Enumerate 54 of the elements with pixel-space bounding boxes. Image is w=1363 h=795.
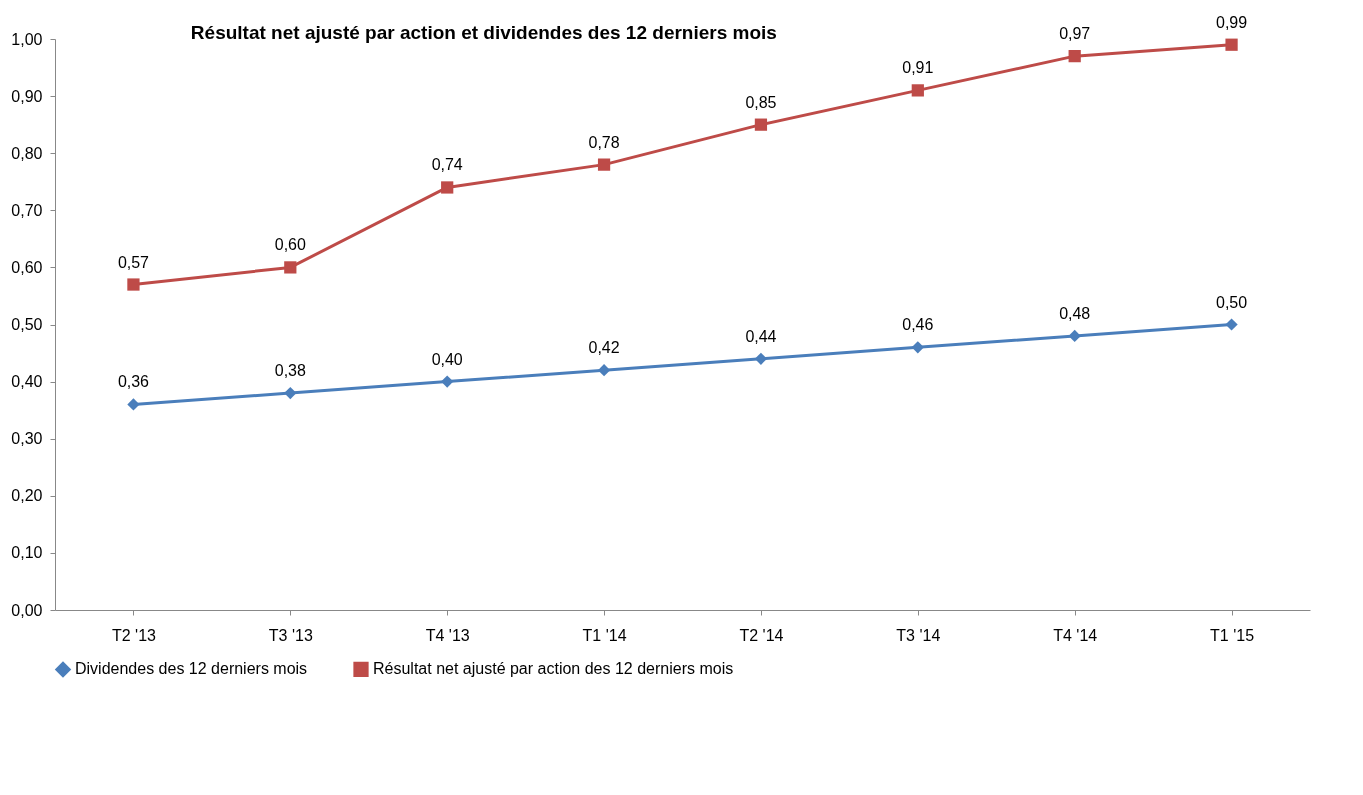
y-tick-label: 1,00	[11, 30, 43, 48]
x-tick-label: T4 '13	[425, 626, 470, 644]
point	[911, 84, 924, 97]
point	[911, 341, 924, 354]
data-label: 0,38	[274, 362, 306, 380]
data-label: 0,42	[588, 339, 620, 357]
data-label: 0,60	[274, 236, 306, 254]
point	[284, 261, 297, 274]
data-label: 0,78	[588, 133, 620, 151]
data-label: 0,74	[431, 156, 463, 174]
x-tick-label: T3 '13	[268, 626, 313, 644]
data-label: 0,48	[1059, 304, 1091, 322]
y-tick-label: 0,10	[11, 544, 43, 562]
data-label: 0,50	[1215, 293, 1248, 311]
point	[1225, 38, 1238, 51]
x-tick-label: T4 '14	[1053, 626, 1098, 644]
y-tick-label: 0,30	[11, 430, 43, 448]
data-label: 0,44	[745, 327, 777, 345]
data-label: 0,99	[1215, 13, 1248, 31]
y-tick-label: 0,90	[11, 87, 43, 105]
x-tick-label: T2 '13	[111, 626, 157, 644]
y-tick-label: 0,60	[11, 258, 43, 276]
point	[284, 386, 297, 400]
y-tick-label: 0,80	[11, 144, 43, 162]
y-tick-label: 0,00	[11, 601, 43, 619]
x-tick-label: T2 '14	[739, 626, 784, 644]
y-tick-label: 0,70	[11, 201, 43, 219]
data-label: 0,85	[745, 93, 777, 111]
data-label: 0,36	[117, 373, 150, 391]
legend-label: Dividendes des 12 derniers mois	[75, 660, 308, 678]
chart-title: Résultat net ajusté par action et dividendes des 12 derniers mois	[190, 21, 777, 43]
data-label: 0,57	[117, 253, 150, 271]
legend-label: Résultat net ajusté par action des 12 derniers mois	[373, 660, 734, 678]
point	[597, 364, 611, 377]
point	[597, 158, 611, 171]
point	[441, 181, 454, 194]
y-tick-label: 0,40	[11, 373, 43, 391]
data-label: 0,40	[431, 350, 463, 368]
data-label: 0,46	[902, 316, 934, 334]
data-label: 0,97	[1059, 25, 1091, 43]
point	[441, 375, 454, 388]
x-tick-label: T3 '14	[896, 626, 941, 644]
point	[127, 278, 140, 291]
point	[127, 398, 140, 411]
point	[1225, 318, 1238, 331]
point	[1068, 329, 1081, 343]
y-tick-label: 0,50	[11, 316, 43, 333]
point	[754, 118, 768, 131]
y-tick-label: 0,20	[11, 487, 43, 505]
x-tick-label: T1 '14	[582, 626, 627, 644]
x-tick-label: T1 '15	[1210, 626, 1255, 644]
data-label: 0,91	[902, 59, 934, 77]
point	[1068, 50, 1081, 63]
point	[754, 352, 768, 365]
